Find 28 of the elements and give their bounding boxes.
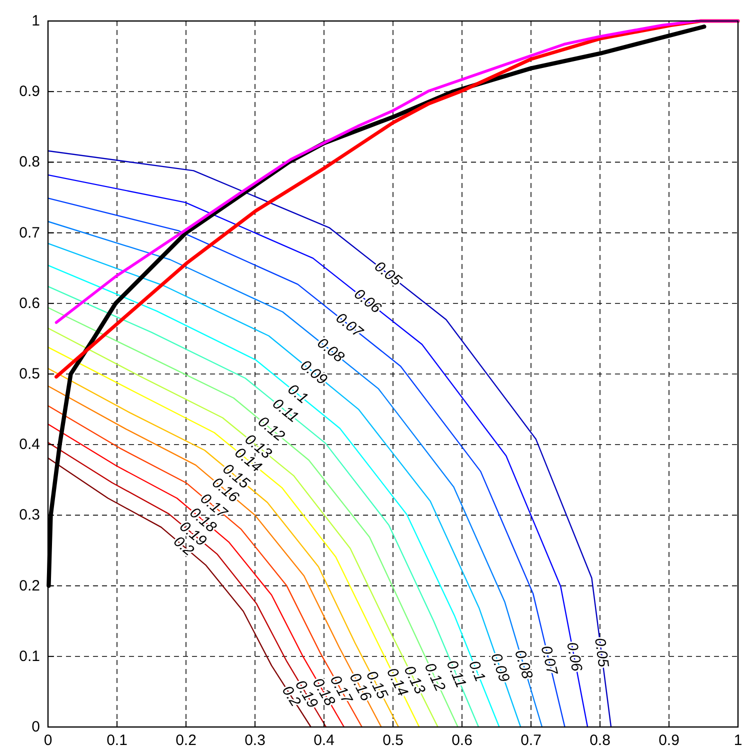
x-tick-label: 0.2 (176, 732, 196, 749)
y-tick-label: 0.8 (19, 154, 40, 171)
x-tick-label: 0.7 (520, 732, 542, 749)
x-tick-label: 0.5 (382, 732, 404, 749)
text: 0.06 (563, 640, 586, 673)
y-tick-label: 0.3 (19, 506, 40, 524)
x-tick-label: 0.4 (314, 732, 334, 749)
text: 0.08 (511, 648, 536, 681)
y-tick-label: 0.4 (19, 436, 40, 454)
x-tick-label: 0.3 (244, 732, 266, 749)
y-tick-label: 0.2 (19, 577, 40, 594)
y-tick-label: 0.5 (19, 366, 40, 382)
text: 0.09 (487, 651, 513, 684)
y-tick-label: 0.6 (19, 294, 40, 312)
x-tick-label: 0.1 (106, 732, 128, 749)
y-tick-label: 0 (32, 718, 40, 736)
text: 0.1 (465, 658, 489, 684)
y-tick-label: 0.1 (19, 648, 40, 665)
y-tick-label: 0.7 (19, 224, 40, 242)
x-tick-label: 0.8 (590, 732, 610, 749)
y-tick-label: 1 (32, 12, 40, 30)
text: 0.05 (591, 636, 612, 668)
x-tick-label: 0.6 (452, 732, 472, 749)
x-tick-label: 0 (44, 732, 52, 749)
x-tick-label: 1 (734, 732, 742, 749)
text: 0.07 (537, 644, 561, 678)
x-tick-label: 0.9 (658, 732, 680, 749)
y-tick-label: 0.9 (19, 83, 40, 100)
